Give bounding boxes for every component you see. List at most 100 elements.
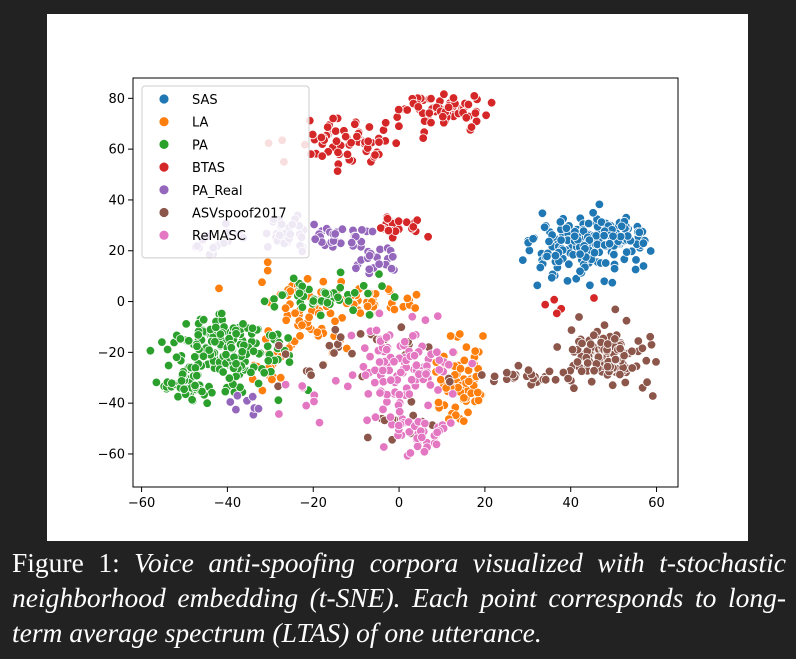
point-pa — [183, 336, 194, 346]
point-sas — [544, 236, 554, 247]
point-sas — [539, 222, 550, 233]
y-tick-label: −60 — [98, 447, 125, 462]
point-btas — [391, 138, 401, 148]
point-remasc — [425, 380, 436, 390]
point-pa — [377, 281, 387, 291]
point-la — [461, 342, 472, 352]
point-sas — [547, 273, 557, 283]
point-btas — [392, 112, 402, 122]
point-btas — [381, 118, 391, 128]
point-la — [402, 293, 413, 304]
legend-marker-remasc — [158, 229, 170, 241]
point-btas — [382, 213, 393, 224]
point-btas — [364, 122, 375, 132]
point-pa — [269, 302, 280, 312]
point-sas — [542, 251, 552, 262]
y-tick-label: 20 — [108, 244, 125, 259]
point-btas — [393, 216, 404, 226]
point-asvspoof2017 — [610, 354, 621, 365]
point-la — [312, 327, 323, 338]
point-pa — [238, 319, 248, 329]
point-sas — [607, 278, 618, 288]
point-btas — [317, 151, 327, 161]
point-btas — [328, 113, 338, 124]
point-pa-real — [347, 237, 357, 248]
point-pa — [283, 333, 293, 343]
point-sas — [562, 276, 573, 286]
point-remasc — [407, 312, 418, 322]
point-pa — [202, 398, 212, 408]
point-remasc — [371, 325, 382, 336]
legend-marker-sas — [158, 93, 170, 105]
x-tick-label: 20 — [477, 496, 494, 511]
point-btas — [461, 113, 472, 123]
point-pa — [190, 380, 200, 391]
point-remasc — [408, 331, 418, 341]
point-pa — [248, 346, 259, 357]
point-la — [214, 283, 224, 294]
point-btas — [350, 119, 360, 129]
point-sas — [564, 259, 574, 269]
point-asvspoof2017 — [589, 330, 599, 340]
y-tick-label: −40 — [98, 397, 125, 412]
point-la — [473, 387, 483, 398]
point-sas — [561, 223, 572, 234]
point-pa — [187, 395, 197, 405]
point-remasc — [382, 344, 392, 355]
point-btas — [481, 110, 491, 121]
point-pa — [193, 330, 203, 340]
point-sas — [638, 261, 649, 271]
point-sas — [585, 280, 595, 291]
point-btas — [466, 122, 477, 132]
point-sas — [571, 274, 581, 284]
point-asvspoof2017 — [610, 334, 620, 344]
point-sas — [622, 247, 632, 257]
caption-label: Figure 1: — [12, 547, 120, 578]
point-remasc — [297, 381, 307, 391]
point-pa-real — [367, 226, 378, 237]
point-la — [451, 410, 461, 420]
point-asvspoof2017 — [641, 356, 652, 366]
point-pa — [190, 352, 200, 362]
y-tick-label: 80 — [108, 92, 125, 107]
point-asvspoof2017 — [550, 375, 561, 385]
point-la — [473, 395, 484, 406]
point-remasc — [444, 360, 454, 370]
point-remasc — [431, 439, 442, 450]
point-remasc — [363, 389, 374, 399]
point-btas — [394, 121, 404, 131]
point-la — [455, 364, 466, 374]
point-sas — [604, 238, 615, 249]
point-sas — [518, 255, 528, 265]
point-pa — [316, 310, 326, 321]
point-asvspoof2017 — [633, 336, 644, 346]
point-pa — [192, 370, 202, 381]
point-btas — [443, 102, 454, 113]
point-btas — [402, 105, 412, 115]
point-pa — [259, 368, 269, 378]
point-remasc — [433, 385, 443, 395]
point-la — [410, 303, 420, 313]
point-asvspoof2017 — [396, 322, 407, 332]
point-asvspoof2017 — [577, 338, 587, 349]
point-btas — [374, 137, 384, 147]
point-pa — [262, 341, 273, 352]
point-btas — [333, 147, 343, 158]
point-asvspoof2017 — [513, 361, 524, 371]
point-sas — [638, 238, 649, 248]
point-btas — [589, 293, 599, 303]
point-remasc — [467, 358, 477, 369]
point-pa — [175, 334, 186, 344]
point-sas — [550, 250, 561, 261]
point-remasc — [405, 448, 416, 458]
point-pa — [237, 347, 247, 357]
point-asvspoof2017 — [646, 340, 657, 350]
point-pa — [350, 288, 360, 298]
point-asvspoof2017 — [577, 366, 587, 376]
point-btas — [439, 89, 449, 99]
point-pa-real — [247, 392, 258, 402]
point-asvspoof2017 — [589, 366, 599, 376]
point-pa-real — [309, 219, 319, 230]
point-remasc — [386, 375, 396, 385]
point-remasc — [343, 381, 353, 392]
